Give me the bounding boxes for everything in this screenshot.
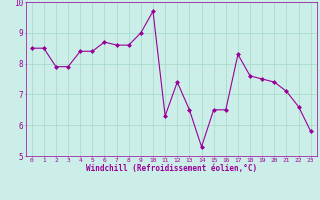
X-axis label: Windchill (Refroidissement éolien,°C): Windchill (Refroidissement éolien,°C)	[86, 164, 257, 173]
